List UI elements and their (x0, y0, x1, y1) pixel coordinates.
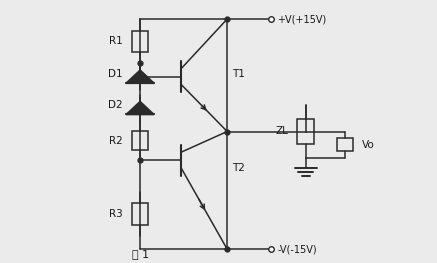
Text: R1: R1 (109, 36, 123, 46)
Text: R2: R2 (109, 136, 123, 146)
Bar (132, 31, 149, 52)
Text: T1: T1 (232, 69, 244, 79)
Polygon shape (126, 70, 154, 83)
Text: T2: T2 (232, 163, 244, 173)
Text: +V(+15V): +V(+15V) (277, 14, 326, 24)
Text: ZL: ZL (275, 127, 288, 136)
Polygon shape (126, 102, 154, 114)
Bar (297, 119, 314, 144)
Text: R3: R3 (109, 209, 123, 219)
Bar (336, 138, 353, 151)
Text: D2: D2 (108, 100, 123, 110)
Text: Vo: Vo (362, 140, 375, 150)
Text: -V(-15V): -V(-15V) (277, 244, 317, 254)
Text: D1: D1 (108, 69, 123, 79)
Text: 图 1: 图 1 (132, 249, 149, 259)
Bar (132, 203, 149, 225)
Bar (132, 131, 149, 150)
